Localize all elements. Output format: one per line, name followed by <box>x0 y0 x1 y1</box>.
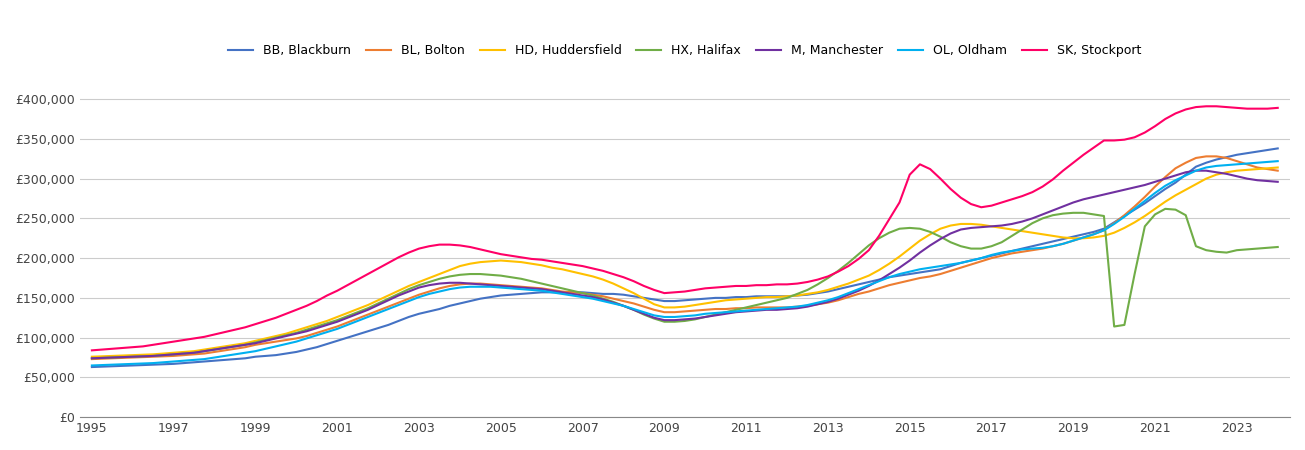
BL, Bolton <box>329 324 345 329</box>
SK, Stockport <box>84 348 99 353</box>
BL, Bolton <box>1270 168 1285 173</box>
SK, Stockport <box>401 250 416 255</box>
M, Manchester <box>1198 168 1214 173</box>
SK, Stockport <box>1188 104 1203 110</box>
Legend: BB, Blackburn, BL, Bolton, HD, Huddersfield, HX, Halifax, M, Manchester, OL, Old: BB, Blackburn, BL, Bolton, HD, Huddersfi… <box>223 40 1147 63</box>
HD, Huddersfield <box>1188 181 1203 187</box>
M, Manchester <box>1188 168 1203 173</box>
Line: HX, Halifax: HX, Halifax <box>91 209 1278 358</box>
OL, Oldham <box>360 314 376 319</box>
BB, Blackburn <box>616 292 632 297</box>
M, Manchester <box>329 319 345 324</box>
HD, Huddersfield <box>329 314 345 319</box>
OL, Oldham <box>1188 168 1203 173</box>
HX, Halifax <box>1270 244 1285 250</box>
SK, Stockport <box>1198 104 1214 109</box>
M, Manchester <box>309 325 325 331</box>
SK, Stockport <box>360 271 376 277</box>
BL, Bolton <box>1188 155 1203 161</box>
SK, Stockport <box>329 288 345 293</box>
BB, Blackburn <box>1270 146 1285 151</box>
Line: BB, Blackburn: BB, Blackburn <box>91 148 1278 367</box>
M, Manchester <box>616 303 632 309</box>
SK, Stockport <box>616 274 632 280</box>
HD, Huddersfield <box>401 283 416 288</box>
M, Manchester <box>401 289 416 294</box>
BB, Blackburn <box>401 314 416 319</box>
OL, Oldham <box>309 333 325 338</box>
BB, Blackburn <box>309 345 325 350</box>
Line: HD, Huddersfield: HD, Huddersfield <box>91 167 1278 357</box>
HD, Huddersfield <box>616 286 632 291</box>
HX, Halifax <box>329 317 345 323</box>
SK, Stockport <box>309 298 325 304</box>
Line: SK, Stockport: SK, Stockport <box>91 106 1278 351</box>
BL, Bolton <box>401 296 416 302</box>
HX, Halifax <box>1198 248 1214 253</box>
HX, Halifax <box>616 303 632 309</box>
HX, Halifax <box>84 356 99 361</box>
BL, Bolton <box>616 298 632 304</box>
OL, Oldham <box>1270 158 1285 164</box>
HX, Halifax <box>401 287 416 292</box>
M, Manchester <box>1270 179 1285 184</box>
OL, Oldham <box>401 298 416 304</box>
Line: M, Manchester: M, Manchester <box>91 171 1278 358</box>
SK, Stockport <box>1270 105 1285 111</box>
HX, Halifax <box>309 324 325 329</box>
HD, Huddersfield <box>1270 165 1285 170</box>
BB, Blackburn <box>360 328 376 334</box>
BB, Blackburn <box>1188 164 1203 169</box>
OL, Oldham <box>616 303 632 309</box>
HX, Halifax <box>1158 206 1173 211</box>
OL, Oldham <box>84 363 99 368</box>
HD, Huddersfield <box>360 302 376 308</box>
M, Manchester <box>84 356 99 361</box>
OL, Oldham <box>329 326 345 332</box>
Line: BL, Bolton: BL, Bolton <box>91 156 1278 359</box>
HD, Huddersfield <box>84 354 99 360</box>
BB, Blackburn <box>329 338 345 343</box>
BL, Bolton <box>1198 153 1214 159</box>
Line: OL, Oldham: OL, Oldham <box>91 161 1278 365</box>
BB, Blackburn <box>84 364 99 370</box>
BL, Bolton <box>309 330 325 336</box>
HX, Halifax <box>360 306 376 311</box>
M, Manchester <box>360 307 376 312</box>
BL, Bolton <box>360 312 376 317</box>
HD, Huddersfield <box>309 321 325 327</box>
BL, Bolton <box>84 356 99 362</box>
